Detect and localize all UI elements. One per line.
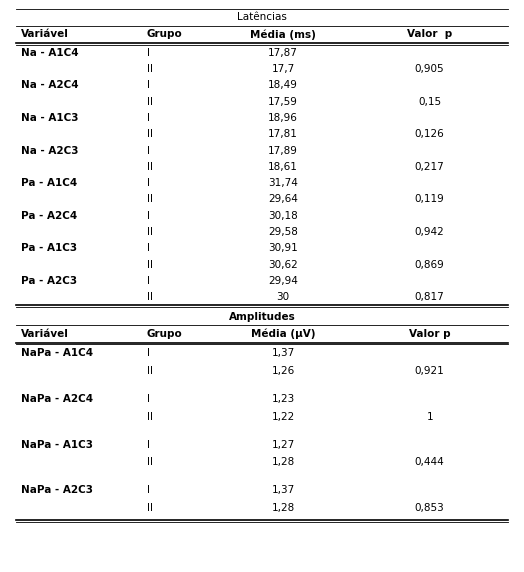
- Text: II: II: [147, 260, 152, 269]
- Text: I: I: [147, 178, 150, 188]
- Text: 1,27: 1,27: [271, 440, 294, 450]
- Text: 29,94: 29,94: [268, 276, 298, 286]
- Text: I: I: [147, 440, 150, 450]
- Text: 17,7: 17,7: [271, 64, 294, 74]
- Text: I: I: [147, 81, 150, 90]
- Text: NaPa - A1C4: NaPa - A1C4: [21, 348, 93, 358]
- Text: II: II: [147, 129, 152, 139]
- Text: Pa - A2C4: Pa - A2C4: [21, 211, 77, 221]
- Text: 17,87: 17,87: [268, 48, 298, 58]
- Text: I: I: [147, 486, 150, 495]
- Text: II: II: [147, 162, 152, 172]
- Text: I: I: [147, 276, 150, 286]
- Text: 30: 30: [276, 292, 290, 302]
- Text: 18,61: 18,61: [268, 162, 298, 172]
- Text: Na - A2C3: Na - A2C3: [21, 146, 79, 156]
- Text: Variável: Variável: [21, 29, 69, 39]
- Text: NaPa - A2C4: NaPa - A2C4: [21, 394, 93, 404]
- Text: Amplitudes: Amplitudes: [228, 312, 296, 322]
- Text: II: II: [147, 97, 152, 106]
- Text: 0,217: 0,217: [415, 162, 444, 172]
- Text: Pa - A1C3: Pa - A1C3: [21, 244, 77, 253]
- Text: I: I: [147, 48, 150, 58]
- Text: I: I: [147, 146, 150, 156]
- Text: II: II: [147, 227, 152, 237]
- Text: I: I: [147, 348, 150, 358]
- Text: Valor  p: Valor p: [407, 29, 452, 39]
- Text: 0,942: 0,942: [415, 227, 444, 237]
- Text: 0,905: 0,905: [415, 64, 444, 74]
- Text: 18,96: 18,96: [268, 113, 298, 123]
- Text: 0,126: 0,126: [415, 129, 444, 139]
- Text: Na - A1C3: Na - A1C3: [21, 113, 79, 123]
- Text: 1,37: 1,37: [271, 486, 294, 495]
- Text: Na - A2C4: Na - A2C4: [21, 81, 79, 90]
- Text: Variável: Variável: [21, 329, 69, 339]
- Text: NaPa - A2C3: NaPa - A2C3: [21, 486, 93, 495]
- Text: 0,869: 0,869: [415, 260, 444, 269]
- Text: Grupo: Grupo: [147, 329, 182, 339]
- Text: 17,89: 17,89: [268, 146, 298, 156]
- Text: 0,817: 0,817: [415, 292, 444, 302]
- Text: 30,62: 30,62: [268, 260, 298, 269]
- Text: I: I: [147, 244, 150, 253]
- Text: Valor p: Valor p: [409, 329, 451, 339]
- Text: NaPa - A1C3: NaPa - A1C3: [21, 440, 93, 450]
- Text: II: II: [147, 366, 152, 376]
- Text: 17,81: 17,81: [268, 129, 298, 139]
- Text: 0,444: 0,444: [415, 458, 444, 467]
- Text: I: I: [147, 211, 150, 221]
- Text: I: I: [147, 113, 150, 123]
- Text: II: II: [147, 458, 152, 467]
- Text: Média (µV): Média (µV): [250, 329, 315, 339]
- Text: 29,58: 29,58: [268, 227, 298, 237]
- Text: 1,37: 1,37: [271, 348, 294, 358]
- Text: 31,74: 31,74: [268, 178, 298, 188]
- Text: 30,18: 30,18: [268, 211, 298, 221]
- Text: 1,22: 1,22: [271, 412, 294, 422]
- Text: I: I: [147, 394, 150, 404]
- Text: 17,59: 17,59: [268, 97, 298, 106]
- Text: Média (ms): Média (ms): [250, 29, 316, 39]
- Text: 1,23: 1,23: [271, 394, 294, 404]
- Text: 30,91: 30,91: [268, 244, 298, 253]
- Text: Na - A1C4: Na - A1C4: [21, 48, 79, 58]
- Text: II: II: [147, 503, 152, 513]
- Text: 1: 1: [427, 412, 433, 422]
- Text: II: II: [147, 412, 152, 422]
- Text: 0,853: 0,853: [415, 503, 444, 513]
- Text: II: II: [147, 64, 152, 74]
- Text: 1,28: 1,28: [271, 503, 294, 513]
- Text: Pa - A1C4: Pa - A1C4: [21, 178, 77, 188]
- Text: II: II: [147, 194, 152, 204]
- Text: 0,119: 0,119: [415, 194, 444, 204]
- Text: 1,26: 1,26: [271, 366, 294, 376]
- Text: 0,15: 0,15: [418, 97, 441, 106]
- Text: 18,49: 18,49: [268, 81, 298, 90]
- Text: 29,64: 29,64: [268, 194, 298, 204]
- Text: II: II: [147, 292, 152, 302]
- Text: 1,28: 1,28: [271, 458, 294, 467]
- Text: Latências: Latências: [237, 12, 287, 22]
- Text: Pa - A2C3: Pa - A2C3: [21, 276, 77, 286]
- Text: Grupo: Grupo: [147, 29, 182, 39]
- Text: 0,921: 0,921: [415, 366, 444, 376]
